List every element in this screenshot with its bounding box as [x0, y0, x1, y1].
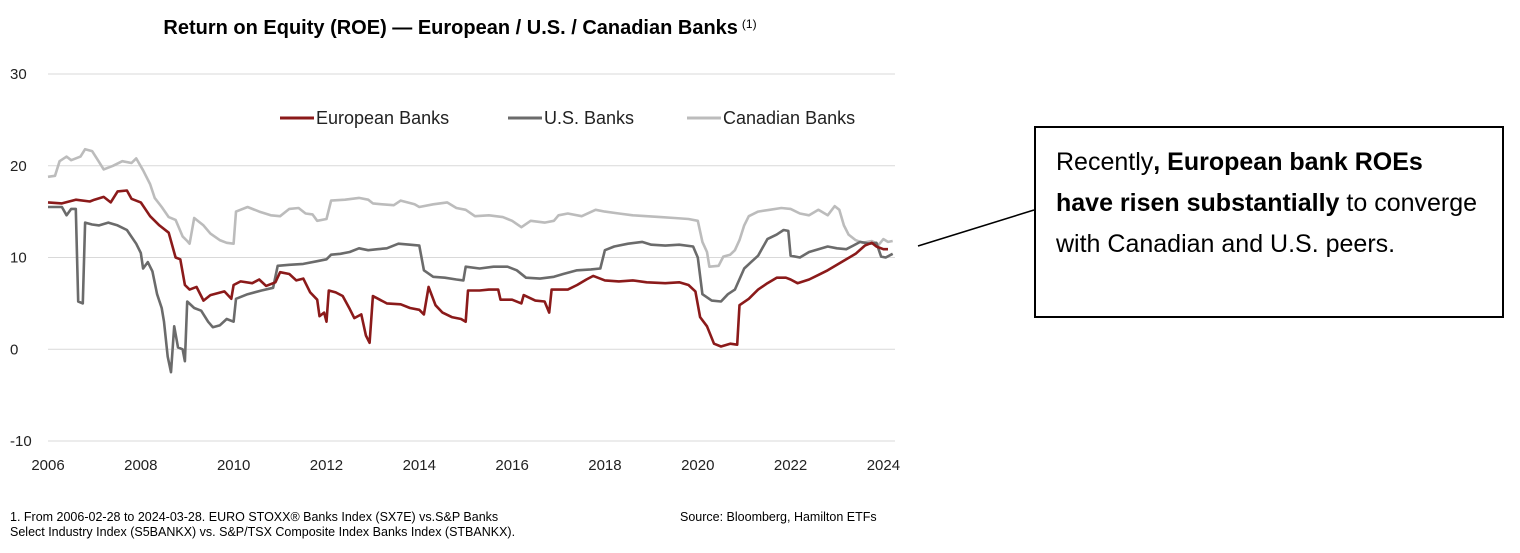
x-axis-ticks: 2006 2008 2010 2012 2014 2016 2018 2020 2022 2024	[31, 457, 900, 474]
legend-label: European Banks	[316, 108, 449, 128]
y-tick-label: 30	[10, 66, 27, 83]
x-tick-label: 2012	[310, 457, 343, 474]
y-tick-label: -10	[10, 433, 32, 450]
callout-box: Recently, European bank ROEs have risen …	[1034, 126, 1504, 318]
x-tick-label: 2014	[403, 457, 436, 474]
legend-item: European Banks	[280, 108, 449, 128]
x-tick-label: 2010	[217, 457, 250, 474]
series-line-u-s-banks	[48, 205, 894, 374]
y-tick-label: 10	[10, 250, 27, 267]
x-tick-label: 2020	[681, 457, 714, 474]
x-tick-label: 2018	[588, 457, 621, 474]
callout-bold-text: European bank ROEs have risen substantia…	[1056, 148, 1423, 217]
legend-label: Canadian Banks	[723, 108, 855, 128]
footnote-line-2: Select Industry Index (S5BANKX) vs. S&P/…	[10, 525, 516, 539]
legend: European Banks U.S. Banks Canadian Banks	[280, 108, 855, 128]
x-tick-label: 2008	[124, 457, 157, 474]
series-line-european-banks	[47, 189, 888, 348]
y-tick-label: 0	[10, 341, 18, 358]
legend-item: U.S. Banks	[508, 108, 634, 128]
legend-label: U.S. Banks	[544, 108, 634, 128]
y-tick-label: 20	[10, 158, 27, 175]
series-lines	[47, 147, 894, 374]
callout-comma: ,	[1153, 148, 1168, 176]
chart-title-footnote-marker: (1)	[742, 17, 757, 31]
callout-leader-line	[917, 209, 1035, 247]
gridlines	[48, 73, 895, 442]
chart-title: Return on Equity (ROE) — European / U.S.…	[163, 17, 756, 39]
footnote-line-1: 1. From 2006-02-28 to 2024-03-28. EURO S…	[10, 510, 499, 524]
footnote: 1. From 2006-02-28 to 2024-03-28. EURO S…	[10, 510, 610, 540]
series-line-canadian-banks	[47, 147, 893, 268]
x-tick-label: 2022	[774, 457, 807, 474]
legend-item: Canadian Banks	[687, 108, 855, 128]
x-tick-label: 2016	[495, 457, 528, 474]
y-axis-ticks: -10 0 10 20 30	[10, 66, 32, 450]
callout-text-1: Recently	[1056, 148, 1154, 176]
x-tick-label: 2006	[31, 457, 64, 474]
source-note: Source: Bloomberg, Hamilton ETFs	[680, 510, 877, 524]
callout-text-2: to converge with Canadian and U.S. peers…	[1056, 189, 1478, 258]
x-tick-label: 2024	[867, 457, 900, 474]
chart-title-text: Return on Equity (ROE) — European / U.S.…	[163, 17, 738, 39]
